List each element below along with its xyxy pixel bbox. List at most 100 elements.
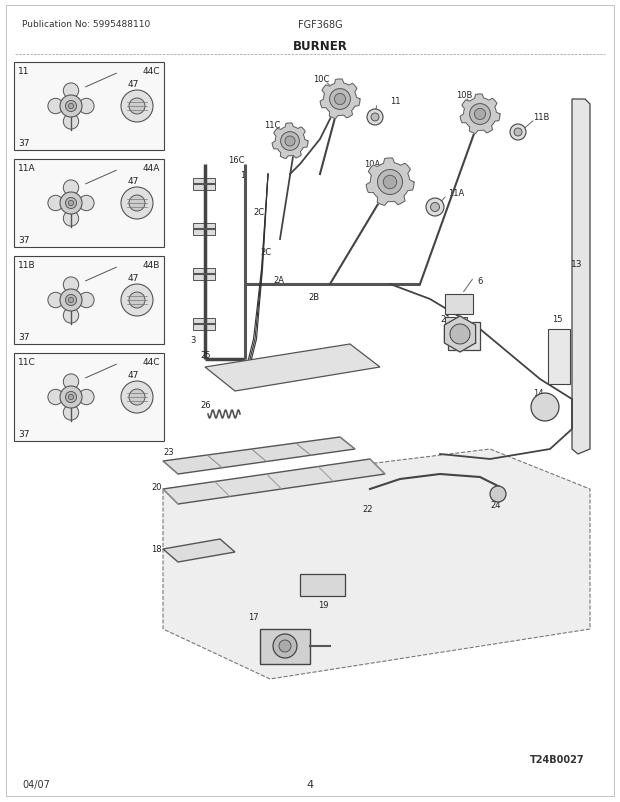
Text: 11A: 11A	[18, 164, 35, 172]
Circle shape	[474, 109, 485, 120]
Text: 20: 20	[151, 482, 161, 492]
Circle shape	[63, 277, 79, 293]
Circle shape	[334, 95, 345, 106]
Text: 21: 21	[440, 314, 451, 323]
Circle shape	[63, 83, 79, 99]
Circle shape	[273, 634, 297, 658]
Circle shape	[63, 115, 79, 130]
Text: 11: 11	[390, 97, 401, 106]
Text: 11: 11	[18, 67, 30, 76]
Text: 23: 23	[163, 448, 174, 456]
Circle shape	[129, 390, 145, 406]
Text: 26: 26	[200, 400, 211, 410]
Text: 15: 15	[552, 314, 562, 323]
Text: 37: 37	[18, 429, 30, 439]
Circle shape	[63, 180, 79, 196]
Circle shape	[121, 285, 153, 317]
Bar	[193, 318, 215, 330]
Bar	[14, 160, 164, 248]
Bar	[14, 354, 164, 441]
Circle shape	[68, 298, 74, 303]
Polygon shape	[366, 159, 414, 206]
Circle shape	[66, 198, 76, 209]
Bar	[300, 574, 345, 596]
Text: 04/07: 04/07	[22, 779, 50, 789]
Bar	[14, 257, 164, 345]
Text: BURNER: BURNER	[293, 40, 347, 53]
Circle shape	[63, 405, 79, 420]
Text: 25: 25	[200, 350, 211, 359]
Circle shape	[426, 199, 444, 217]
Text: 10A: 10A	[364, 160, 380, 168]
Polygon shape	[163, 539, 235, 562]
Circle shape	[79, 196, 94, 212]
Circle shape	[510, 125, 526, 141]
Text: 11A: 11A	[448, 188, 464, 198]
Bar	[548, 330, 570, 384]
Circle shape	[63, 308, 79, 324]
Text: 18: 18	[151, 545, 162, 553]
Text: 47: 47	[127, 176, 139, 186]
Text: 47: 47	[127, 80, 139, 89]
Bar	[445, 318, 467, 333]
Text: 8: 8	[453, 306, 458, 314]
Circle shape	[60, 290, 82, 312]
Bar	[193, 224, 215, 236]
Circle shape	[60, 192, 82, 215]
Polygon shape	[163, 449, 590, 679]
Polygon shape	[320, 80, 360, 119]
Circle shape	[79, 293, 94, 308]
Text: 47: 47	[127, 371, 139, 379]
Text: 1: 1	[240, 171, 246, 180]
Text: 2B: 2B	[308, 293, 319, 302]
Circle shape	[63, 212, 79, 227]
Polygon shape	[272, 124, 308, 160]
Circle shape	[60, 96, 82, 118]
Text: 37: 37	[18, 236, 30, 245]
Bar	[193, 269, 215, 281]
Text: FGF368G: FGF368G	[298, 20, 342, 30]
Circle shape	[60, 387, 82, 408]
Text: T24B0027: T24B0027	[530, 754, 585, 764]
Text: 22: 22	[362, 504, 373, 513]
Circle shape	[66, 392, 76, 403]
Circle shape	[121, 188, 153, 220]
Circle shape	[490, 486, 506, 502]
Circle shape	[371, 114, 379, 122]
Circle shape	[48, 390, 63, 405]
Circle shape	[430, 203, 440, 213]
Circle shape	[79, 99, 94, 115]
Circle shape	[63, 375, 79, 390]
Polygon shape	[205, 345, 380, 391]
Circle shape	[48, 196, 63, 212]
Bar	[193, 179, 215, 191]
Text: 11C: 11C	[18, 358, 36, 367]
Circle shape	[48, 293, 63, 308]
Bar	[448, 322, 480, 350]
Text: 2C: 2C	[260, 248, 271, 257]
Text: Publication No: 5995488110: Publication No: 5995488110	[22, 20, 150, 29]
Circle shape	[279, 640, 291, 652]
Polygon shape	[163, 437, 355, 475]
Circle shape	[66, 101, 76, 112]
Text: 44A: 44A	[143, 164, 160, 172]
Bar	[14, 63, 164, 151]
Text: 10B: 10B	[456, 91, 472, 100]
Text: 16C: 16C	[228, 156, 244, 164]
Circle shape	[450, 325, 470, 345]
Circle shape	[531, 394, 559, 422]
Text: 19: 19	[318, 600, 329, 610]
Bar	[445, 294, 473, 314]
Circle shape	[383, 176, 397, 189]
Circle shape	[121, 91, 153, 123]
Circle shape	[367, 110, 383, 126]
Polygon shape	[460, 95, 500, 134]
Circle shape	[129, 99, 145, 115]
Polygon shape	[163, 460, 385, 504]
Circle shape	[330, 90, 350, 110]
Text: 2A: 2A	[273, 276, 284, 285]
Circle shape	[285, 137, 295, 147]
Circle shape	[68, 104, 74, 110]
Circle shape	[121, 382, 153, 414]
Text: 4: 4	[306, 779, 314, 789]
